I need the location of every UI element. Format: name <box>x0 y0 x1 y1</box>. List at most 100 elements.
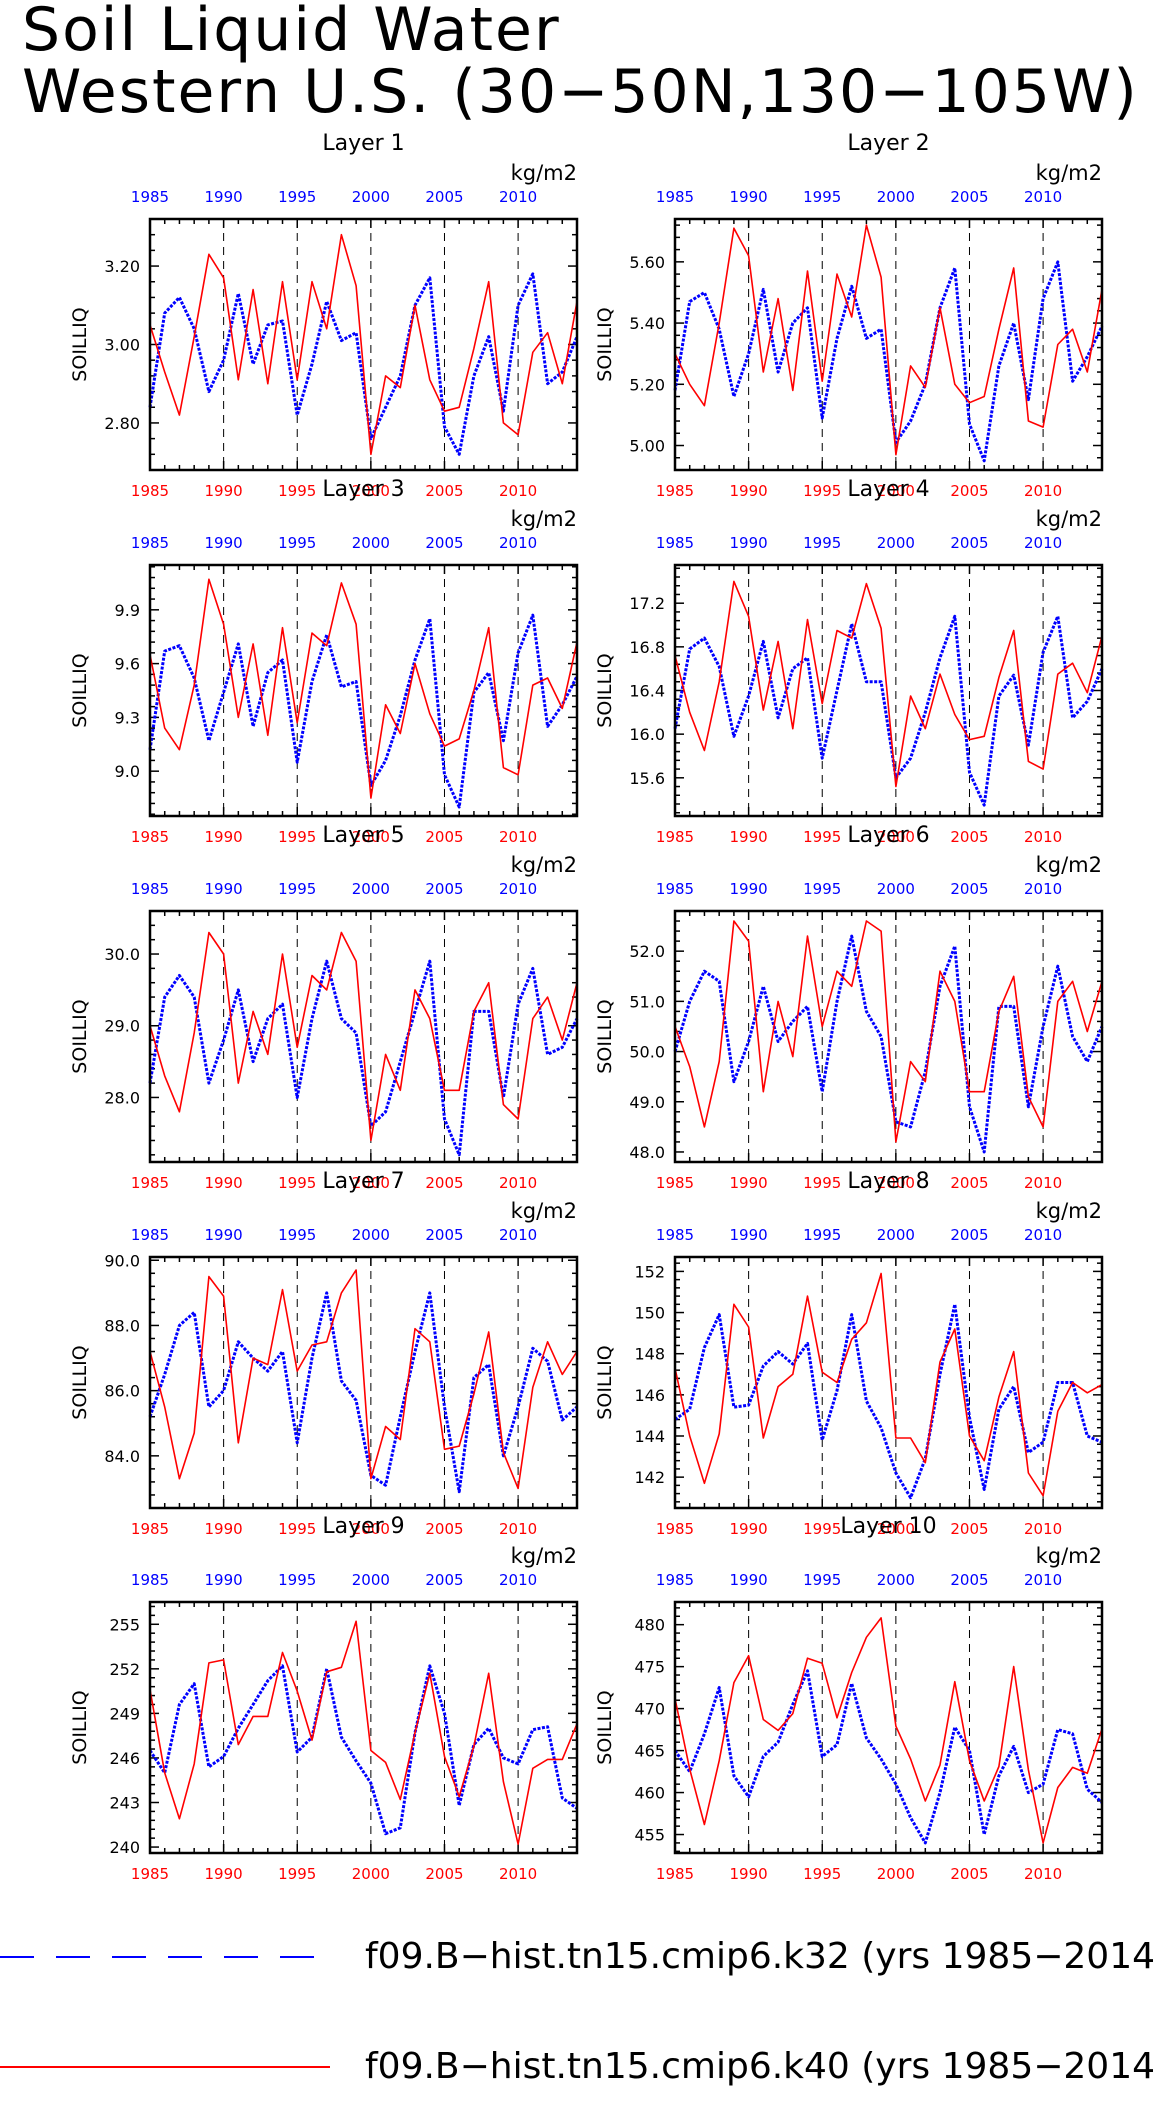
y-axis-label: SOILLIQ <box>69 307 91 381</box>
y-tick-label: 30.0 <box>104 945 140 964</box>
y-tick-label: 246 <box>109 1749 140 1768</box>
x-tick-label-top: 2005 <box>950 1571 988 1589</box>
units-label: kg/m2 <box>511 853 577 877</box>
y-tick-label: 86.0 <box>104 1382 140 1401</box>
x-tick-label-top: 2010 <box>499 880 537 898</box>
x-tick-label-top: 1995 <box>803 534 841 552</box>
x-tick-label-bottom: 1995 <box>803 1520 841 1538</box>
series-line-k40 <box>674 1617 1103 1844</box>
panel-title: Layer 9 <box>322 1514 404 1539</box>
legend-swatch-k40 <box>0 2066 330 2068</box>
series-line-k32 <box>148 272 579 456</box>
x-tick-label-bottom: 2010 <box>499 482 537 500</box>
y-tick-label: 16.0 <box>629 725 665 744</box>
y-tick-label: 9.0 <box>115 762 140 781</box>
x-tick-label-bottom: 2000 <box>877 1865 915 1883</box>
x-tick-label-top: 2010 <box>499 534 537 552</box>
x-tick-label-top: 1985 <box>656 188 694 206</box>
x-tick-label-bottom: 1985 <box>656 482 694 500</box>
series-line-k40 <box>149 931 578 1142</box>
y-tick-label: 146 <box>634 1386 665 1405</box>
y-tick-label: 5.60 <box>629 253 665 272</box>
legend-label-k40: f09.B−hist.tn15.cmip6.k40 (yrs 1985−2014… <box>365 2046 1155 2087</box>
x-tick-label-top: 2005 <box>425 880 463 898</box>
y-axis-label: SOILLIQ <box>69 653 91 727</box>
y-axis-label: SOILLIQ <box>594 1690 616 1764</box>
x-tick-label-top: 1985 <box>131 880 169 898</box>
x-tick-label-bottom: 1995 <box>278 482 316 500</box>
x-tick-label-bottom: 1990 <box>730 828 768 846</box>
y-axis-label: SOILLIQ <box>594 1345 616 1419</box>
x-tick-label-bottom: 2005 <box>950 1174 988 1192</box>
panel-title: Layer 6 <box>847 823 929 848</box>
panel-layer-8: Layer 8 kg/m2 SOILLIQ 1985 1985 1990 1990 1995 1… <box>594 1169 1104 1538</box>
units-label: kg/m2 <box>511 1544 577 1568</box>
x-tick-label-top: 1995 <box>803 880 841 898</box>
legend-item-k32: f09.B−hist.tn15.cmip6.k32 (yrs 1985−2014… <box>0 1937 1155 1977</box>
x-tick-label-bottom: 2000 <box>352 482 390 500</box>
x-tick-label-bottom: 1985 <box>131 1174 169 1192</box>
y-tick-label: 3.20 <box>104 257 140 276</box>
panel-layer-9: Layer 9 kg/m2 SOILLIQ 1985 1985 1990 1990 1995 1… <box>69 1514 579 1883</box>
x-tick-label-top: 1995 <box>278 534 316 552</box>
x-tick-label-bottom: 2000 <box>877 482 915 500</box>
y-tick-label: 475 <box>634 1658 665 1677</box>
x-tick-label-bottom: 2000 <box>352 1520 390 1538</box>
x-tick-label-bottom: 1990 <box>205 482 243 500</box>
x-tick-label-top: 2005 <box>425 534 463 552</box>
x-tick-label-bottom: 1995 <box>803 1174 841 1192</box>
x-tick-label-top: 2000 <box>877 188 915 206</box>
x-tick-label-bottom: 1990 <box>730 1520 768 1538</box>
y-axis-label: SOILLIQ <box>69 1690 91 1764</box>
y-tick-label: 9.6 <box>115 655 140 674</box>
x-tick-label-top: 1990 <box>205 880 243 898</box>
x-tick-label-bottom: 2010 <box>499 1174 537 1192</box>
panel-title: Layer 8 <box>847 1169 929 1194</box>
y-tick-label: 29.0 <box>104 1017 140 1036</box>
y-tick-label: 88.0 <box>104 1316 140 1335</box>
x-tick-label-top: 1995 <box>278 188 316 206</box>
x-tick-label-bottom: 1990 <box>205 1174 243 1192</box>
x-tick-label-top: 1995 <box>803 1226 841 1244</box>
units-label: kg/m2 <box>511 161 577 185</box>
plot-frame <box>148 909 579 1164</box>
x-tick-label-top: 1990 <box>205 188 243 206</box>
x-tick-label-top: 1985 <box>131 1571 169 1589</box>
x-tick-label-bottom: 2005 <box>950 1520 988 1538</box>
series-line-k40 <box>149 578 578 799</box>
x-tick-label-bottom: 2005 <box>425 828 463 846</box>
x-tick-label-top: 2010 <box>1024 534 1062 552</box>
series-line-k32 <box>673 1669 1104 1845</box>
x-tick-label-bottom: 1995 <box>278 828 316 846</box>
y-tick-label: 152 <box>634 1262 665 1281</box>
panel-title: Layer 7 <box>322 1169 404 1194</box>
x-tick-label-bottom: 1990 <box>730 1174 768 1192</box>
x-tick-label-top: 1985 <box>131 188 169 206</box>
x-tick-label-top: 2000 <box>352 1226 390 1244</box>
units-label: kg/m2 <box>1036 1544 1102 1568</box>
x-tick-label-bottom: 2010 <box>1024 1520 1062 1538</box>
x-tick-label-top: 1985 <box>131 534 169 552</box>
x-tick-label-top: 2000 <box>877 880 915 898</box>
y-tick-label: 455 <box>634 1826 665 1845</box>
x-tick-label-top: 1995 <box>278 1571 316 1589</box>
series-line-k40 <box>674 1272 1103 1497</box>
units-label: kg/m2 <box>511 1199 577 1223</box>
x-tick-label-bottom: 1995 <box>803 482 841 500</box>
x-tick-label-bottom: 1985 <box>656 1520 694 1538</box>
x-tick-label-bottom: 2000 <box>352 828 390 846</box>
y-tick-label: 480 <box>634 1616 665 1635</box>
x-tick-label-top: 2010 <box>499 1226 537 1244</box>
x-tick-label-bottom: 2000 <box>352 1174 390 1192</box>
panel-layer-2: Layer 2 kg/m2 SOILLIQ 1985 1985 1990 1990 1995 1… <box>594 131 1104 500</box>
x-tick-label-bottom: 1995 <box>278 1174 316 1192</box>
panel-layer-6: Layer 6 kg/m2 SOILLIQ 1985 1985 1990 1990 1995 1… <box>594 823 1104 1192</box>
x-tick-label-bottom: 1990 <box>730 1865 768 1883</box>
y-tick-label: 50.0 <box>629 1043 665 1062</box>
chart-title-line-1: Soil Liquid Water <box>22 0 561 65</box>
y-tick-label: 48.0 <box>629 1143 665 1162</box>
x-tick-label-bottom: 2005 <box>950 1865 988 1883</box>
y-tick-label: 150 <box>634 1304 665 1323</box>
x-tick-label-bottom: 1995 <box>803 1865 841 1883</box>
x-tick-label-top: 2000 <box>352 1571 390 1589</box>
